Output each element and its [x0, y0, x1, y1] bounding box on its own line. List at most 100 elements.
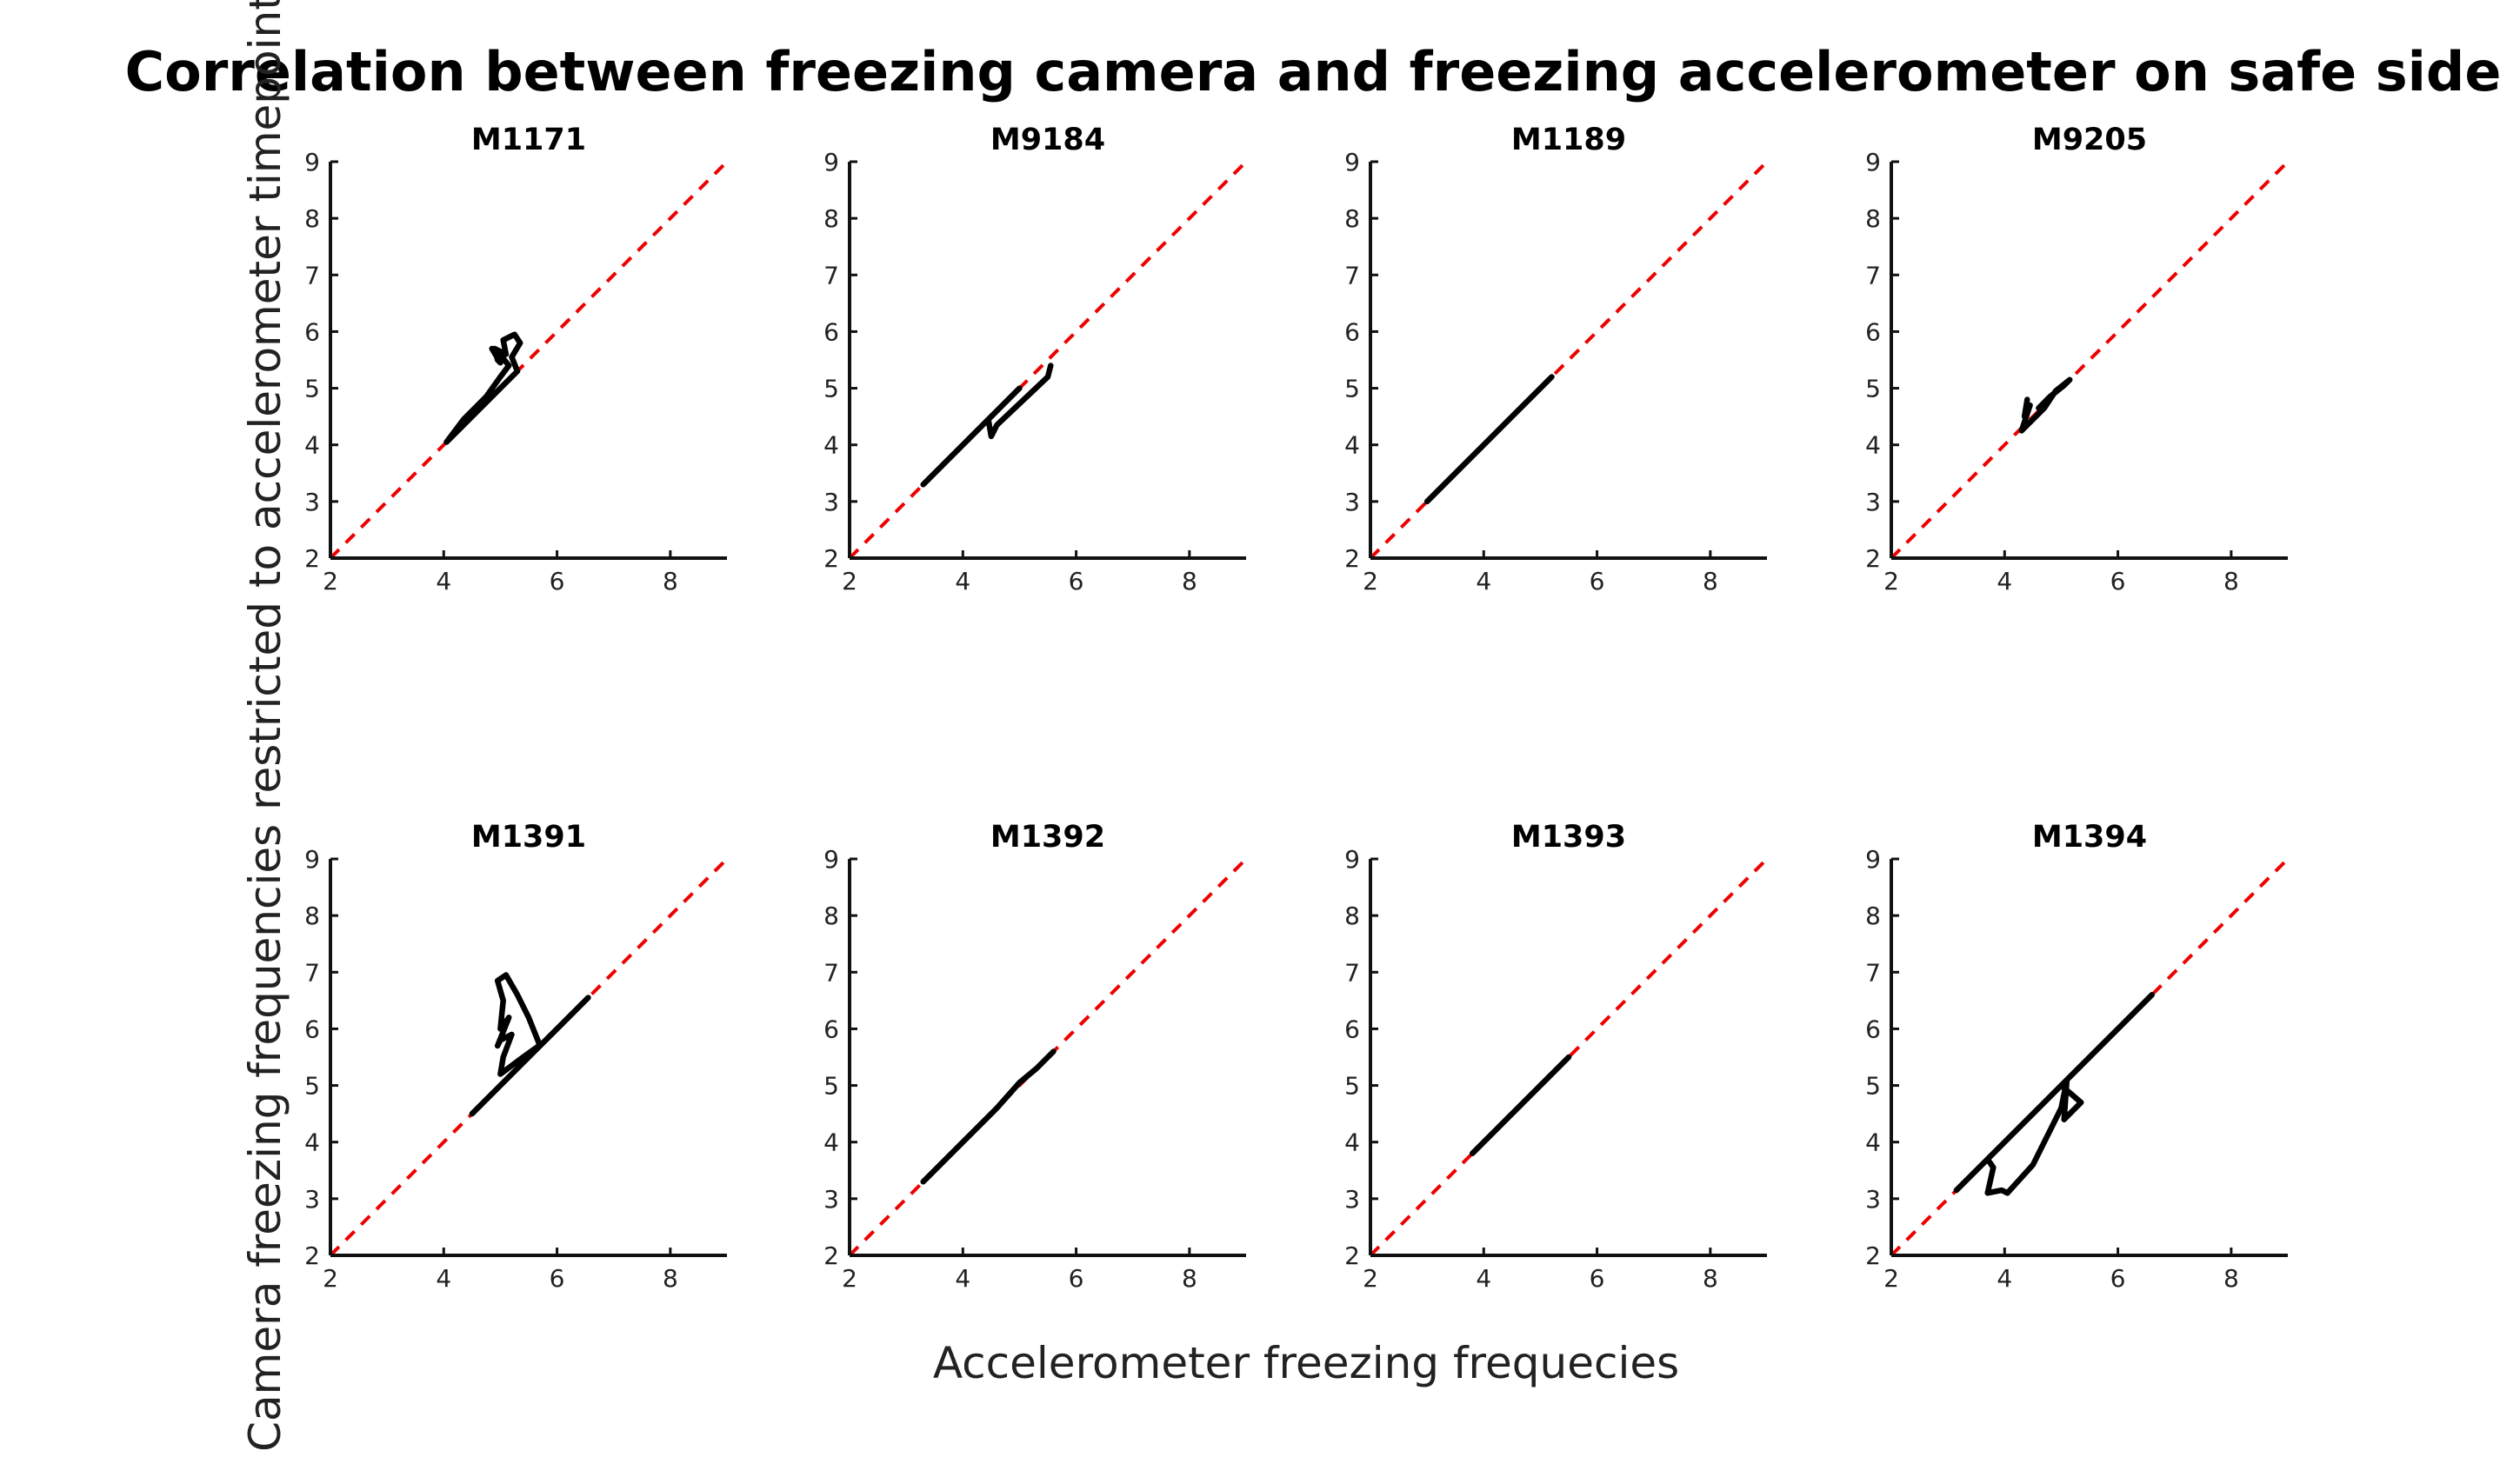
y-tick-label: 8 — [823, 204, 839, 233]
y-tick-label: 4 — [304, 431, 320, 460]
y-tick-label: 3 — [1865, 488, 1881, 516]
y-tick-label: 7 — [823, 261, 839, 289]
y-tick-label: 4 — [1344, 431, 1360, 460]
y-tick-label: 3 — [304, 488, 320, 516]
y-tick-label: 6 — [304, 317, 320, 346]
x-tick-label: 8 — [1182, 1264, 1197, 1293]
x-tick-label: 4 — [1476, 567, 1491, 596]
x-tick-label: 6 — [2110, 567, 2126, 596]
identity-reference-line — [848, 160, 1248, 560]
x-tick-label: 6 — [550, 1264, 565, 1293]
subplot-m9205: M9205 2 4 6 8 2 3 4 5 6 7 8 9 — [1865, 123, 2290, 596]
x-tick-label: 8 — [663, 567, 678, 596]
y-tick-label: 9 — [304, 148, 320, 176]
y-tick-label: 6 — [1344, 317, 1360, 346]
y-tick-label: 2 — [823, 544, 839, 573]
y-tick-label: 8 — [1865, 902, 1881, 930]
series-line-0 — [1470, 1054, 1572, 1156]
subplot-m1392: M1392 2 4 6 8 2 3 4 5 6 7 8 9 — [823, 820, 1248, 1293]
x-tick-label: 4 — [955, 1264, 970, 1293]
y-tick-label: 9 — [1865, 845, 1881, 874]
subplot-grid: M1171 2 4 6 8 2 3 4 5 6 7 8 9 M9184 2 4 6 8 2 3 4 5 6 7 8 9 M1189 2… — [304, 123, 2290, 1293]
subplot-title: M1392 — [990, 820, 1105, 855]
y-tick-label: 5 — [823, 375, 839, 403]
x-tick-label: 4 — [436, 1264, 451, 1293]
series-line-0 — [920, 1048, 1057, 1185]
subplot-m1171: M1171 2 4 6 8 2 3 4 5 6 7 8 9 — [304, 123, 729, 596]
y-tick-label: 5 — [1865, 1072, 1881, 1101]
y-tick-label: 9 — [304, 845, 320, 874]
figure-ylabel: Camera freezing frequencies restricted t… — [240, 0, 290, 1452]
subplot-title: M1171 — [471, 123, 586, 157]
y-tick-label: 3 — [1344, 1185, 1360, 1214]
y-tick-label: 5 — [823, 1072, 839, 1101]
y-tick-label: 6 — [1865, 1015, 1881, 1043]
y-tick-label: 5 — [304, 375, 320, 403]
y-tick-label: 8 — [304, 204, 320, 233]
figure-title: Correlation between freezing camera and … — [125, 40, 2502, 103]
x-tick-label: 6 — [1590, 567, 1605, 596]
series-line-0 — [469, 972, 591, 1117]
y-tick-label: 6 — [1865, 317, 1881, 346]
subplot-title: M1393 — [1511, 820, 1626, 855]
y-tick-label: 3 — [823, 1185, 839, 1214]
y-tick-label: 2 — [1865, 1241, 1881, 1270]
y-tick-label: 5 — [1344, 375, 1360, 403]
x-tick-label: 2 — [1363, 1264, 1378, 1293]
y-tick-label: 8 — [823, 902, 839, 930]
series-line-0 — [920, 363, 1054, 488]
y-tick-label: 2 — [304, 544, 320, 573]
y-tick-label: 4 — [823, 431, 839, 460]
y-tick-label: 9 — [1344, 148, 1360, 176]
x-tick-label: 6 — [1069, 1264, 1084, 1293]
y-tick-label: 8 — [1344, 902, 1360, 930]
identity-reference-line — [329, 857, 729, 1257]
y-tick-label: 4 — [1865, 1128, 1881, 1157]
y-tick-label: 7 — [1344, 958, 1360, 987]
x-tick-label: 8 — [1703, 1264, 1718, 1293]
x-tick-label: 4 — [436, 567, 451, 596]
x-tick-label: 4 — [1476, 1264, 1491, 1293]
subplot-title: M1391 — [471, 820, 586, 855]
y-tick-label: 2 — [1344, 544, 1360, 573]
y-tick-label: 2 — [823, 1241, 839, 1270]
x-tick-label: 2 — [323, 567, 338, 596]
identity-reference-line — [1890, 160, 2290, 560]
y-tick-label: 6 — [304, 1015, 320, 1043]
y-tick-label: 6 — [1344, 1015, 1360, 1043]
subplot-m1391: M1391 2 4 6 8 2 3 4 5 6 7 8 9 — [304, 820, 729, 1293]
x-tick-label: 4 — [1997, 1264, 2012, 1293]
y-tick-label: 3 — [1865, 1185, 1881, 1214]
identity-reference-line — [1369, 857, 1769, 1257]
x-tick-label: 6 — [1069, 567, 1084, 596]
y-tick-label: 2 — [304, 1241, 320, 1270]
series-line-0 — [1423, 374, 1555, 505]
y-tick-label: 7 — [823, 958, 839, 987]
identity-reference-line — [329, 160, 729, 560]
y-tick-label: 9 — [1865, 148, 1881, 176]
y-tick-label: 5 — [1865, 375, 1881, 403]
subplot-m1189: M1189 2 4 6 8 2 3 4 5 6 7 8 9 — [1344, 123, 1769, 596]
x-tick-label: 2 — [1363, 567, 1378, 596]
subplot-title: M9184 — [990, 123, 1105, 157]
x-tick-label: 8 — [2223, 1264, 2239, 1293]
y-tick-label: 4 — [1865, 431, 1881, 460]
x-tick-label: 6 — [1590, 1264, 1605, 1293]
y-tick-label: 8 — [1344, 204, 1360, 233]
x-tick-label: 4 — [1997, 567, 2012, 596]
y-tick-label: 2 — [1865, 544, 1881, 573]
subplot-title: M9205 — [2032, 123, 2147, 157]
identity-reference-line — [848, 857, 1248, 1257]
series-line-0 — [2018, 376, 2073, 434]
x-tick-label: 2 — [323, 1264, 338, 1293]
figure-xlabel: Accelerometer freezing frequecies — [933, 1338, 1679, 1388]
y-tick-label: 7 — [1865, 958, 1881, 987]
series-line-0 — [1953, 992, 2155, 1196]
y-tick-label: 8 — [1865, 204, 1881, 233]
y-tick-label: 8 — [304, 902, 320, 930]
x-tick-label: 2 — [842, 1264, 857, 1293]
x-tick-label: 8 — [1182, 567, 1197, 596]
y-tick-label: 7 — [304, 261, 320, 289]
y-tick-label: 9 — [823, 148, 839, 176]
